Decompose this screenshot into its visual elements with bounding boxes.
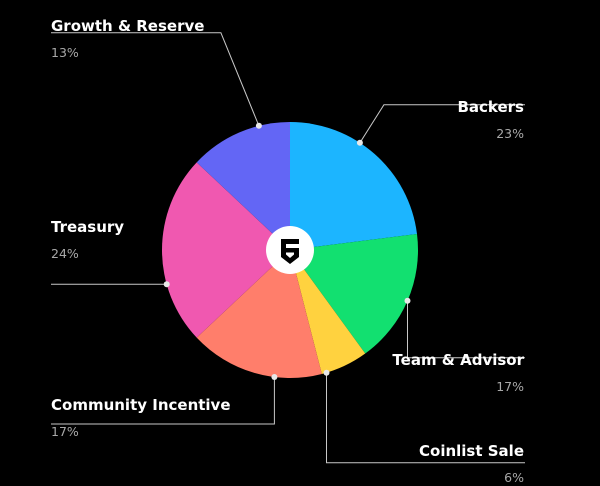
slice-backers	[290, 122, 417, 250]
leader-line-backers	[359, 104, 525, 144]
leader-line-team-advisor	[407, 300, 525, 359]
slice-community-incentive	[196, 250, 322, 379]
leader-dot-growth-reserve	[255, 122, 262, 129]
percent-treasury: 24%	[51, 246, 79, 261]
label-treasury: Treasury	[51, 218, 124, 236]
percent-community-incentive: 17%	[51, 424, 79, 439]
leader-lines	[51, 32, 525, 464]
percent-backers: 23%	[496, 126, 524, 141]
slice-team-advisor	[290, 233, 418, 354]
percent-coinlist-sale: 6%	[504, 470, 524, 485]
leader-dot-treasury	[163, 281, 170, 288]
leader-dot-backers	[356, 139, 363, 146]
slice-growth-reserve	[196, 122, 290, 250]
leader-line-community-incentive	[51, 377, 275, 425]
label-team-advisor: Team & Advisor	[392, 351, 524, 369]
label-coinlist-sale: Coinlist Sale	[419, 442, 524, 460]
leader-line-growth-reserve	[51, 32, 260, 126]
label-community-incentive: Community Incentive	[51, 396, 231, 414]
leader-dot-community-incentive	[271, 374, 278, 380]
slice-coinlist-sale	[290, 250, 366, 374]
percent-team-advisor: 17%	[496, 379, 524, 394]
pie-slices	[161, 122, 418, 379]
slice-labels: Backers 23% Team & Advisor 17% Coinlist Sale…	[51, 17, 525, 485]
leader-dot-coinlist-sale	[323, 369, 330, 376]
leader-dot-team-advisor	[404, 297, 411, 304]
label-backers: Backers	[457, 98, 524, 116]
s-shield-logo-icon	[266, 226, 314, 274]
slice-treasury	[161, 162, 290, 338]
leader-line-coinlist-sale	[326, 372, 525, 464]
percent-growth-reserve: 13%	[51, 45, 79, 60]
label-growth-reserve: Growth & Reserve	[51, 17, 204, 35]
